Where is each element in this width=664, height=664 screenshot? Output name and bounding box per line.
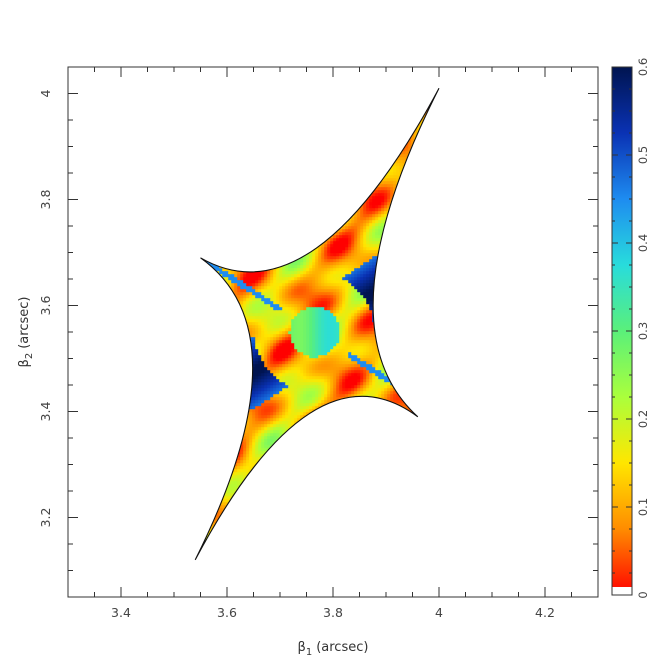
colorbar-tick-label: 0.2 [636,410,650,428]
y-tick-label: 3.2 [38,508,53,528]
y-tick-label: 3.6 [38,296,53,316]
heatmap-region [194,87,440,561]
colorbar-tick-label: 0 [636,591,650,598]
colorbar-tick-label: 0.4 [636,234,650,252]
x-axis-title: β1 (arcsec) [298,640,369,658]
caustic-fill [195,88,439,560]
colorbar-underflow [612,587,632,595]
x-tick-label: 4 [435,605,443,620]
y-tick-label: 3.8 [38,190,53,210]
colorbar-tick-label: 0.6 [636,58,650,76]
x-tick-label: 3.4 [111,605,131,620]
x-tick-label: 3.8 [323,605,343,620]
y-tick-label: 4 [38,89,53,97]
y-axis: 3.2 3.4 3.6 3.8 4 [38,66,598,571]
x-tick-label: 4.2 [535,605,555,620]
colorbar-tick-label: 0.1 [636,498,650,516]
colorbar-gradient [612,67,632,595]
caustic-curve [194,87,440,561]
y-axis-title: β2(arcsec) [17,297,35,368]
y-tick-label: 3.4 [38,402,53,422]
colorbar-tick-label: 0.5 [636,146,650,164]
x-tick-label: 3.6 [217,605,237,620]
colorbar: 0 0.1 0.2 0.3 0.4 0.5 0.6 [611,58,650,599]
x-axis: 3.4 3.6 3.8 4 4.2 [67,67,599,620]
colorbar-tick-label: 0.3 [636,322,650,340]
